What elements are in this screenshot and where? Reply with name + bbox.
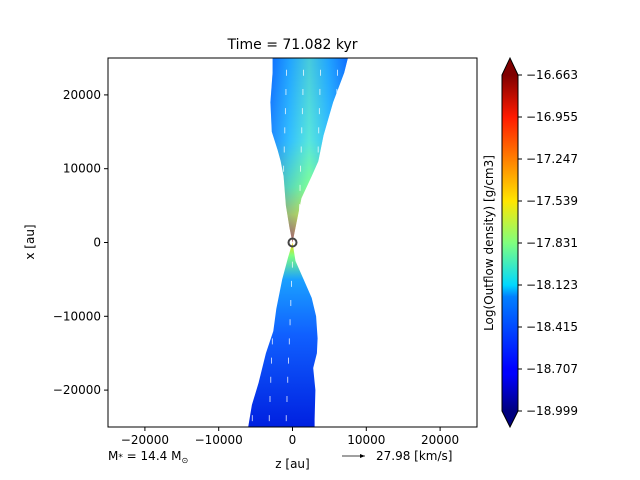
x-tick-label: 10000 [347,433,385,447]
colorbar-tick-label: −18.415 [526,320,578,334]
x-tick-label: 20000 [421,433,459,447]
chart-title: Time = 71.082 kyr [227,37,358,53]
x-axis-label: z [au] [275,457,309,471]
colorbar-tick-label: −16.955 [526,110,578,124]
outflow-density-map [248,58,348,427]
plot-area [107,57,478,428]
sun-symbol: ⊙ [181,456,188,465]
colorbar-label: Log(Outflow density) [g/cm3] [482,155,496,331]
x-axis-ticks: −20000 −10000 0 10000 20000 [121,427,459,447]
velocity-key-label: 27.98 [km/s] [376,449,452,463]
outflow-lobe-north-edge [270,58,348,243]
colorbar-tick-label: −17.247 [526,152,578,166]
colorbar-extend-max [502,58,518,75]
velocity-key: 27.98 [km/s] [342,449,452,463]
y-tick-label: 10000 [63,162,101,176]
velocity-vectors [251,69,338,422]
sink-marker-ring [287,237,298,248]
sink-particle-marker [287,237,298,248]
y-axis-ticks: 20000 10000 0 −10000 −20000 [53,88,108,397]
x-tick-label: 0 [289,433,297,447]
colorbar-tick-label: −17.539 [526,194,578,208]
y-tick-label: 20000 [63,88,101,102]
y-axis-label: x [au] [23,224,37,259]
x-tick-label: −10000 [195,433,243,447]
y-tick-label: −10000 [53,309,101,323]
y-tick-label: 0 [93,236,101,250]
colorbar-extend-min [502,411,518,427]
y-tick-label: −20000 [53,383,101,397]
stellar-mass-annotation: M* = 14.4 M⊙ [108,449,188,465]
colorbar-tick-label: −17.831 [526,236,578,250]
colorbar-tick-label: −18.999 [526,404,578,418]
colorbar-tick-label: −18.123 [526,278,578,292]
colorbar-tick-label: −18.707 [526,362,578,376]
velocity-key-arrowhead [360,454,365,458]
colorbar-gradient [502,75,518,411]
x-tick-label: −20000 [121,433,169,447]
colorbar-ticks: −16.663 −16.955 −17.247 −17.539 −17.831 −18.1… [518,68,578,418]
colorbar: −16.663 −16.955 −17.247 −17.539 −17.831 −18.1… [482,56,578,429]
colorbar-tick-label: −16.663 [526,68,578,82]
outflow-lobe-south [248,242,318,427]
